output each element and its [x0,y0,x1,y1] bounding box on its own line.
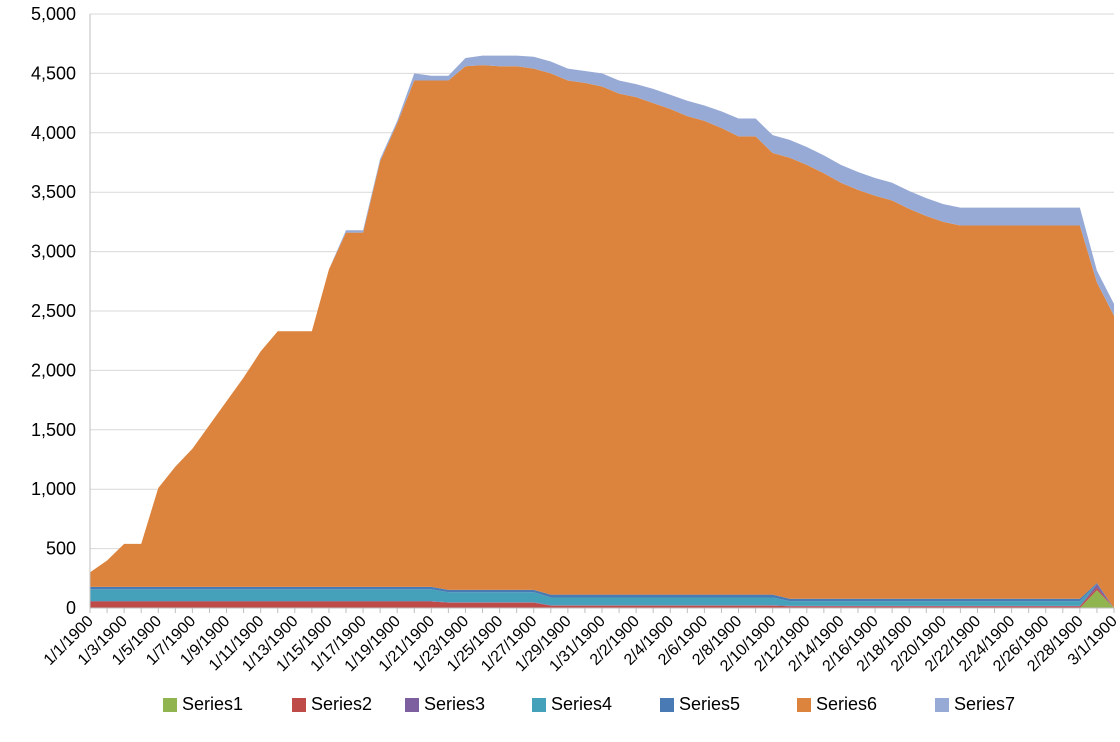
legend-swatch [532,698,546,712]
y-tick-label: 2,000 [31,360,76,380]
legend-swatch [292,698,306,712]
legend-swatch [935,698,949,712]
legend-swatch [163,698,177,712]
y-tick-label: 500 [46,539,76,559]
legend-swatch [405,698,419,712]
area [90,583,1114,608]
y-tick-label: 4,500 [31,63,76,83]
legend-label: Series7 [954,694,1015,714]
legend-label: Series2 [311,694,372,714]
area [90,584,1114,608]
y-tick-label: 5,000 [31,4,76,24]
y-tick-label: 3,500 [31,182,76,202]
area [90,587,1114,608]
y-tick-label: 4,000 [31,123,76,143]
y-tick-label: 1,000 [31,479,76,499]
area [90,55,1114,573]
legend-swatch [660,698,674,712]
area [90,65,1114,609]
legend-label: Series5 [679,694,740,714]
legend-label: Series1 [182,694,243,714]
y-tick-label: 1,500 [31,420,76,440]
legend-swatch [797,698,811,712]
y-tick-label: 0 [66,598,76,618]
legend-label: Series6 [816,694,877,714]
y-tick-label: 2,500 [31,301,76,321]
legend-label: Series3 [424,694,485,714]
legend-label: Series4 [551,694,612,714]
y-tick-label: 3,000 [31,242,76,262]
